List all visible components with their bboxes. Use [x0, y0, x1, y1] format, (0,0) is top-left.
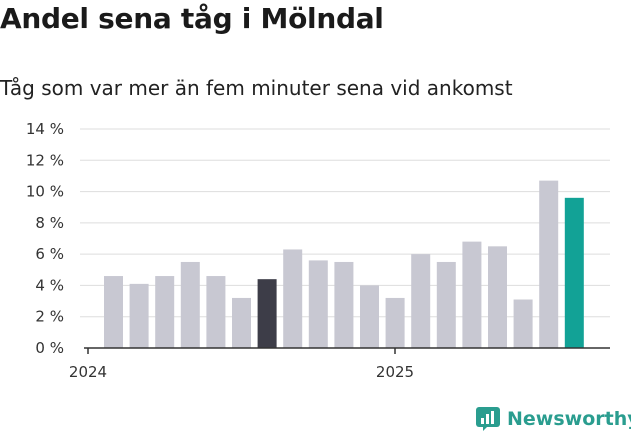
y-tick-label: 8 % [35, 214, 64, 232]
x-tick-label: 2025 [376, 363, 414, 381]
bar [180, 261, 200, 348]
bar [155, 276, 175, 348]
bar [488, 246, 507, 348]
y-tick-label: 0 % [35, 339, 64, 357]
bar [129, 283, 149, 348]
bar [436, 261, 456, 348]
bar [257, 279, 277, 348]
bar [308, 260, 328, 348]
bar [462, 241, 482, 348]
bar [564, 197, 584, 348]
bar-chart: 0 % 2 % 4 % 6 % 8 % 10 % 12 % 14 % 2024 2025 [26, 120, 610, 381]
y-tick-label: 14 % [26, 120, 64, 138]
newsworthy-icon [476, 407, 500, 431]
bar [232, 297, 251, 348]
y-tick-label: 6 % [35, 245, 64, 263]
y-tick-label: 12 % [26, 151, 64, 169]
y-tick-label: 4 % [35, 276, 64, 294]
newsworthy-logo: Newsworthy [475, 406, 631, 432]
chart-subtitle: Tåg som var mer än fem minuter sena vid … [0, 76, 513, 100]
bar [360, 285, 379, 348]
bar [104, 276, 123, 348]
bar [411, 254, 431, 348]
bar [206, 276, 226, 348]
y-tick-label: 2 % [35, 308, 64, 326]
y-tick-label: 10 % [26, 183, 64, 201]
bar [283, 249, 303, 348]
bar [513, 299, 533, 348]
x-tick-label: 2024 [69, 363, 107, 381]
chart-title: Andel sena tåg i Mölndal [0, 2, 384, 35]
bar [539, 180, 559, 348]
bar [334, 261, 354, 348]
brand-name: Newsworthy [507, 408, 631, 430]
bar [385, 297, 405, 348]
